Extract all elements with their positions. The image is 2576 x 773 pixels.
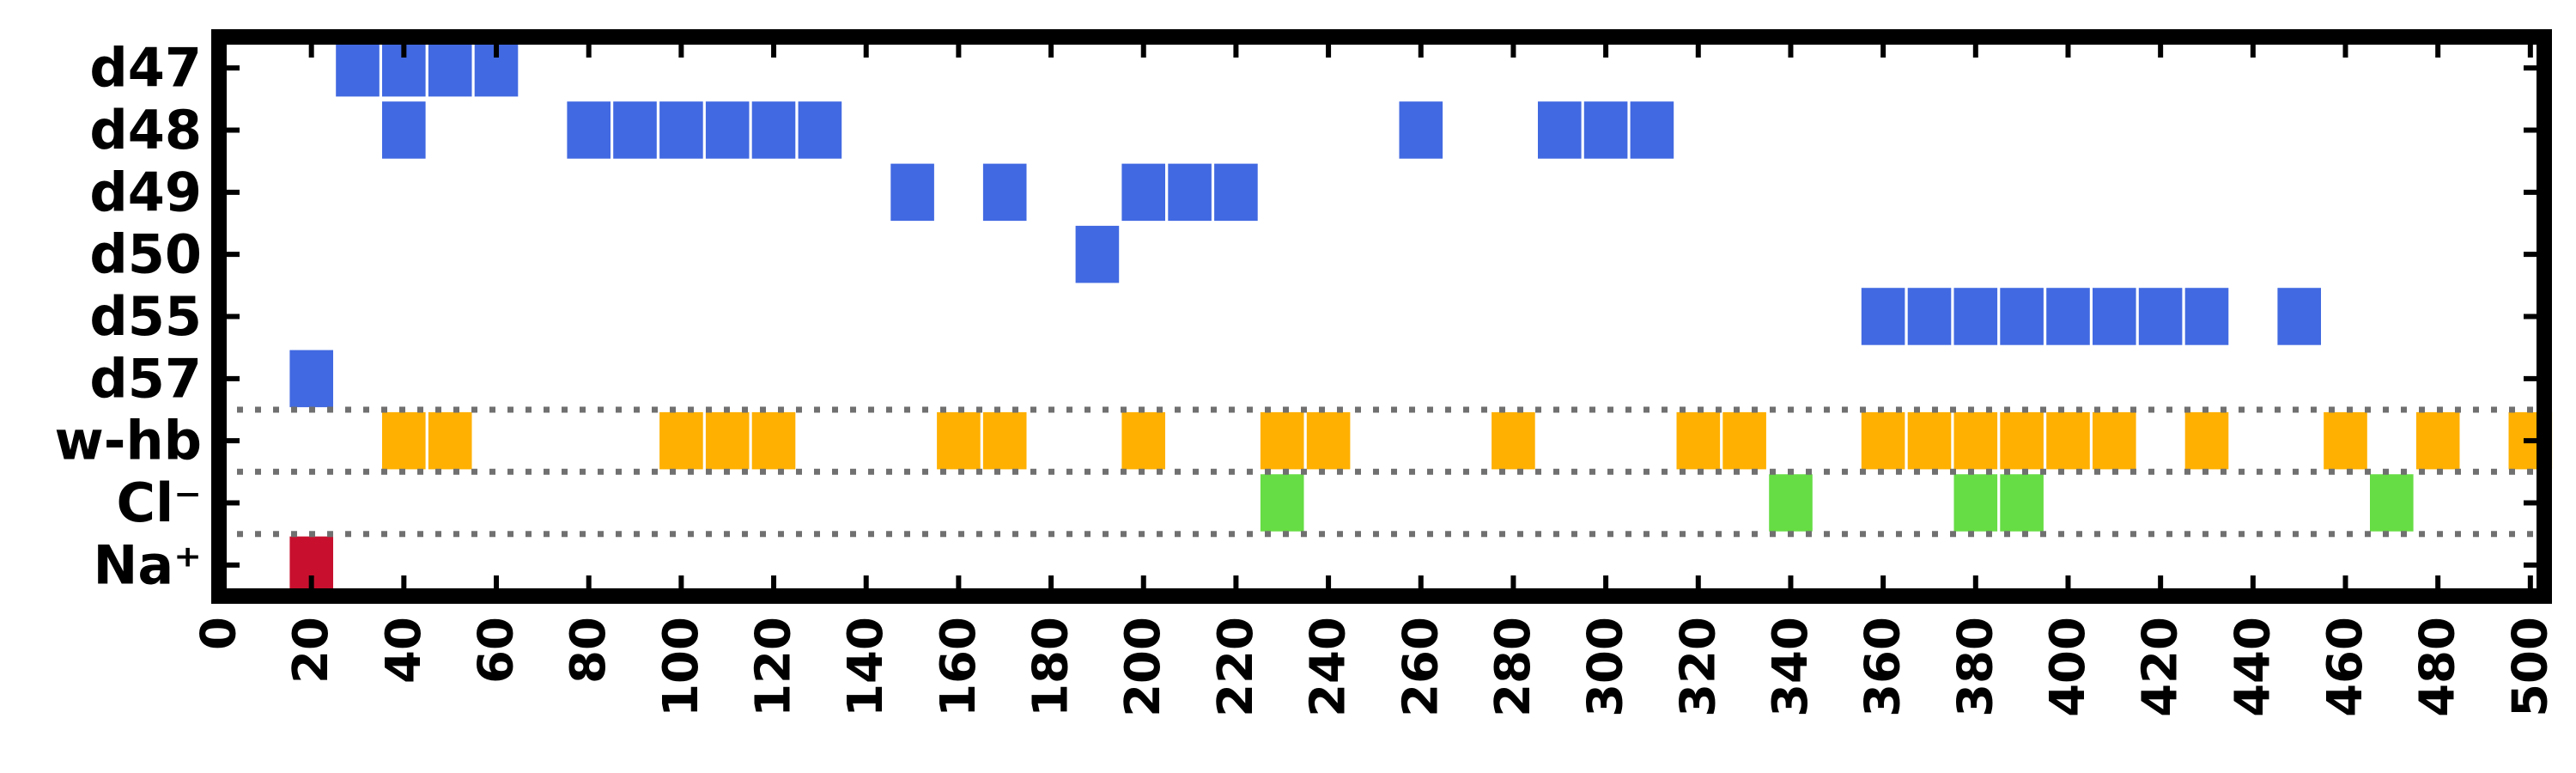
x-label-280: 280 [1485, 617, 1541, 717]
event-marker-d48-80 [567, 101, 611, 159]
x-label-420: 420 [2133, 617, 2189, 717]
y-label-5: d57 [89, 347, 202, 410]
x-label-400: 400 [2040, 617, 2096, 717]
x-label-200: 200 [1115, 617, 1171, 717]
x-label-320: 320 [1670, 617, 1726, 717]
event-marker-Cl-390 [2000, 474, 2044, 532]
event-marker-d48-300 [1583, 101, 1628, 159]
event-marker-whb-280 [1492, 411, 1535, 470]
event-marker-whb-370 [1907, 411, 1952, 470]
event-marker-Cl-340 [1769, 474, 1813, 532]
event-marker-d47-50 [428, 39, 472, 97]
x-label-440: 440 [2225, 617, 2281, 717]
event-marker-d55-450 [2277, 288, 2321, 345]
y-label-4: d55 [89, 285, 202, 348]
plot-frame [211, 29, 2552, 604]
x-label-180: 180 [1024, 617, 1079, 717]
event-marker-d55-400 [2046, 288, 2090, 345]
event-marker-whb-240 [1306, 411, 1351, 470]
x-label-480: 480 [2410, 617, 2466, 717]
y-label-3: d50 [89, 223, 202, 286]
x-label-500: 500 [2502, 617, 2558, 717]
x-label-220: 220 [1208, 617, 1264, 717]
y-label-7: Cl⁻ [117, 472, 202, 534]
event-markers [289, 39, 2553, 594]
event-marker-d55-390 [2000, 288, 2044, 345]
event-marker-whb-360 [1861, 411, 1905, 470]
y-label-1: d48 [89, 99, 202, 161]
event-marker-whb-410 [2093, 411, 2136, 470]
event-marker-d49-210 [1168, 163, 1212, 222]
y-label-8: Na⁺ [94, 533, 202, 596]
x-label-380: 380 [1947, 617, 2003, 717]
x-label-300: 300 [1578, 617, 1634, 717]
event-marker-d48-120 [751, 101, 796, 159]
event-marker-whb-100 [659, 411, 703, 470]
event-marker-Cl-470 [2370, 474, 2414, 532]
event-marker-Cl-230 [1260, 474, 1304, 532]
event-marker-d55-430 [2184, 288, 2229, 345]
x-label-260: 260 [1393, 617, 1449, 717]
event-marker-whb-120 [751, 411, 796, 470]
event-marker-d47-30 [336, 39, 380, 97]
x-label-340: 340 [1763, 617, 1819, 717]
x-axis-labels: 0 20 40 60 80 100 120 140 160 180 200 220 240 260 280 3… [191, 617, 2559, 717]
event-marker-d55-410 [2093, 288, 2136, 345]
event-marker-d48-130 [798, 101, 842, 159]
event-marker-whb-460 [2324, 411, 2367, 470]
x-label-460: 460 [2318, 617, 2373, 717]
y-label-2: d49 [89, 161, 202, 223]
event-marker-d49-220 [1214, 163, 1258, 222]
event-marker-whb-40 [382, 411, 426, 470]
event-marker-d48-110 [705, 101, 750, 159]
event-marker-whb-380 [1953, 411, 1998, 470]
event-marker-Cl-380 [1953, 474, 1998, 532]
x-label-0: 0 [191, 617, 247, 650]
event-marker-whb-50 [428, 411, 472, 470]
x-label-100: 100 [653, 617, 709, 717]
event-marker-d49-170 [982, 163, 1027, 222]
event-marker-whb-320 [1676, 411, 1721, 470]
event-marker-d49-200 [1121, 163, 1165, 222]
event-marker-d48-260 [1399, 101, 1443, 159]
event-marker-whb-430 [2184, 411, 2229, 470]
event-marker-d55-420 [2138, 288, 2183, 345]
event-marker-whb-480 [2415, 411, 2460, 470]
event-marker-whb-200 [1121, 411, 1165, 470]
x-label-60: 60 [469, 617, 525, 684]
event-marker-whb-160 [937, 411, 981, 470]
event-marker-d55-370 [1907, 288, 1952, 345]
event-marker-d55-360 [1861, 288, 1905, 345]
event-marker-d48-100 [659, 101, 703, 159]
event-marker-d55-380 [1953, 288, 1998, 345]
event-marker-whb-390 [2000, 411, 2044, 470]
x-label-80: 80 [561, 617, 617, 684]
event-marker-d48-290 [1538, 101, 1582, 159]
event-marker-d50-190 [1075, 225, 1120, 283]
event-marker-whb-230 [1260, 411, 1304, 470]
x-label-160: 160 [931, 617, 987, 717]
event-marker-d57-20 [289, 350, 333, 408]
event-marker-d48-90 [613, 101, 657, 159]
event-marker-whb-330 [1722, 411, 1766, 470]
x-label-140: 140 [838, 617, 894, 717]
event-marker-d48-310 [1630, 101, 1674, 159]
event-marker-d49-150 [890, 163, 934, 222]
x-label-20: 20 [283, 617, 339, 684]
x-label-40: 40 [376, 617, 432, 684]
event-marker-whb-400 [2046, 411, 2090, 470]
event-marker-whb-110 [705, 411, 750, 470]
y-label-6: w-hb [54, 410, 202, 472]
x-label-240: 240 [1301, 617, 1357, 717]
y-label-0: d47 [89, 37, 202, 100]
x-label-120: 120 [746, 617, 802, 717]
event-marker-whb-170 [982, 411, 1027, 470]
event-marker-d48-40 [382, 101, 426, 159]
x-label-360: 360 [1856, 617, 1911, 717]
